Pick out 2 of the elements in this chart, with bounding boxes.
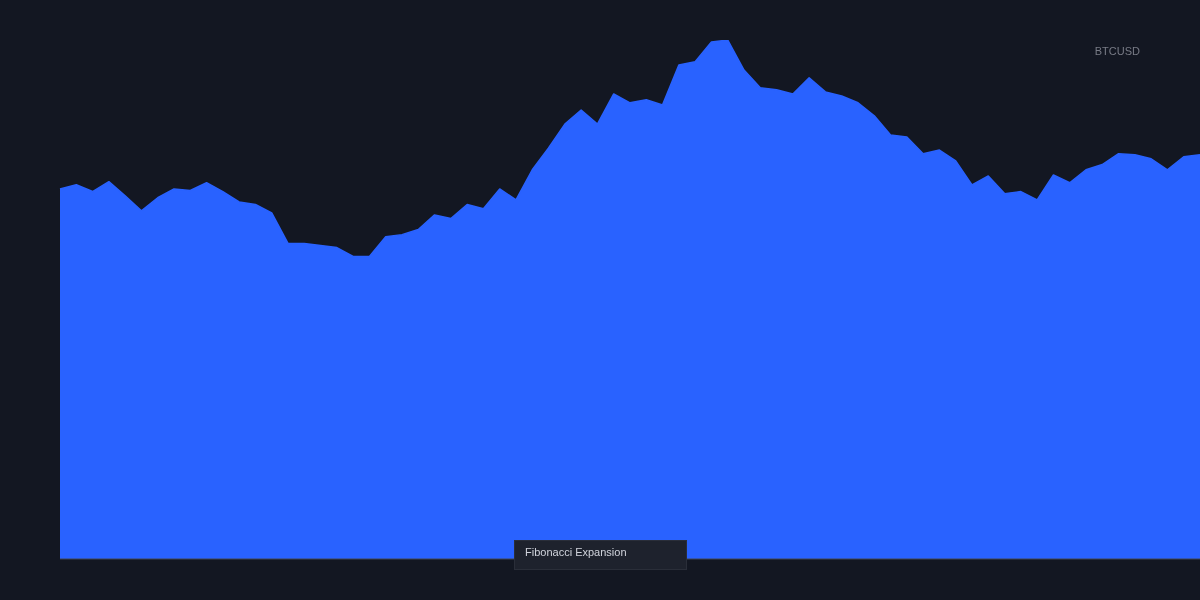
label-box: Fibonacci Expansion	[514, 540, 687, 570]
annotation: BTCUSD	[1094, 45, 1140, 57]
